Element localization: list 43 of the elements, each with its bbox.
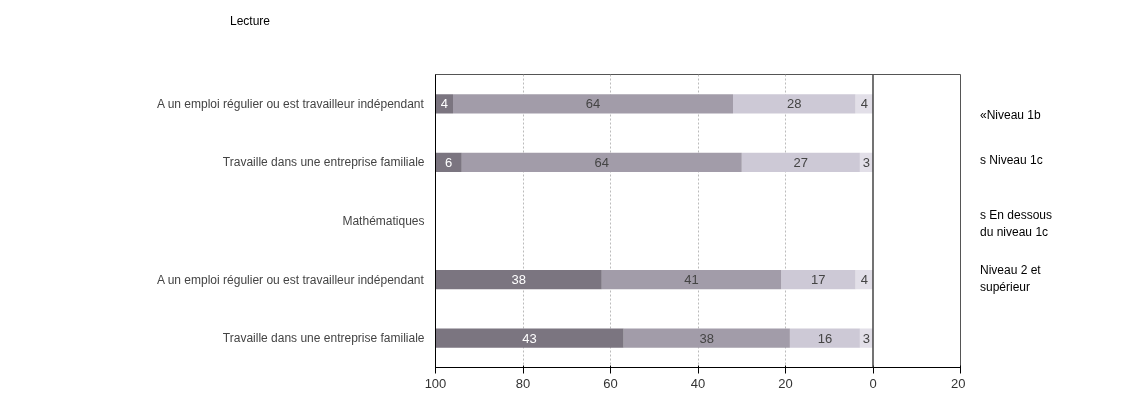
bar: [741, 152, 860, 173]
data-label: 43: [522, 330, 537, 346]
x-tick-label: 0: [869, 375, 877, 391]
bar: [733, 94, 856, 114]
bar: [435, 328, 624, 348]
data-label: 3: [862, 330, 871, 346]
bar: [461, 152, 742, 173]
data-label: 27: [793, 154, 809, 170]
bar: [781, 269, 856, 290]
bar: [789, 328, 860, 348]
x-tick-label: 20: [778, 375, 793, 391]
data-label: 38: [511, 272, 526, 288]
bar: [435, 269, 602, 290]
y-tick-label: Travaille dans une entreprise familiale: [222, 331, 425, 346]
text: s En dessous du niveau 1c: [980, 207, 1053, 242]
data-label: 3: [862, 154, 871, 170]
x-tick-label: 60: [603, 375, 618, 391]
data-label: 4: [860, 272, 868, 288]
y-tick-label: A un emploi régulier ou est travailleur indépendant: [157, 96, 425, 111]
y-tick-label: Mathématiques: [342, 214, 425, 228]
bar: [601, 269, 782, 290]
bar: [623, 328, 790, 348]
y-tick-label: Travaille dans une entreprise familiale: [222, 155, 425, 170]
text: Lecture: [230, 13, 271, 30]
data-label: 4: [860, 96, 868, 112]
data-label: 64: [585, 96, 601, 112]
data-label: 64: [594, 154, 609, 170]
data-label: 28: [787, 96, 802, 112]
data-label: 17: [811, 272, 826, 288]
x-tick-label: 80: [515, 375, 531, 391]
x-tick-label: 40: [690, 375, 706, 391]
data-label: 41: [684, 272, 699, 288]
x-tick-label: 100: [424, 375, 447, 391]
data-label: 16: [817, 330, 833, 346]
data-label: 4: [440, 96, 448, 112]
y-tick-label: A un emploi régulier ou est travailleur indépendant: [157, 272, 425, 287]
text: «Niveau 1b: [980, 107, 1041, 124]
text: Niveau 2 et supérieur: [980, 262, 1041, 297]
bar: [453, 94, 733, 114]
data-label: 38: [699, 330, 714, 346]
x-tick-label: 20: [951, 375, 966, 391]
text: s Niveau 1c: [980, 152, 1043, 169]
data-label: 6: [445, 154, 453, 170]
